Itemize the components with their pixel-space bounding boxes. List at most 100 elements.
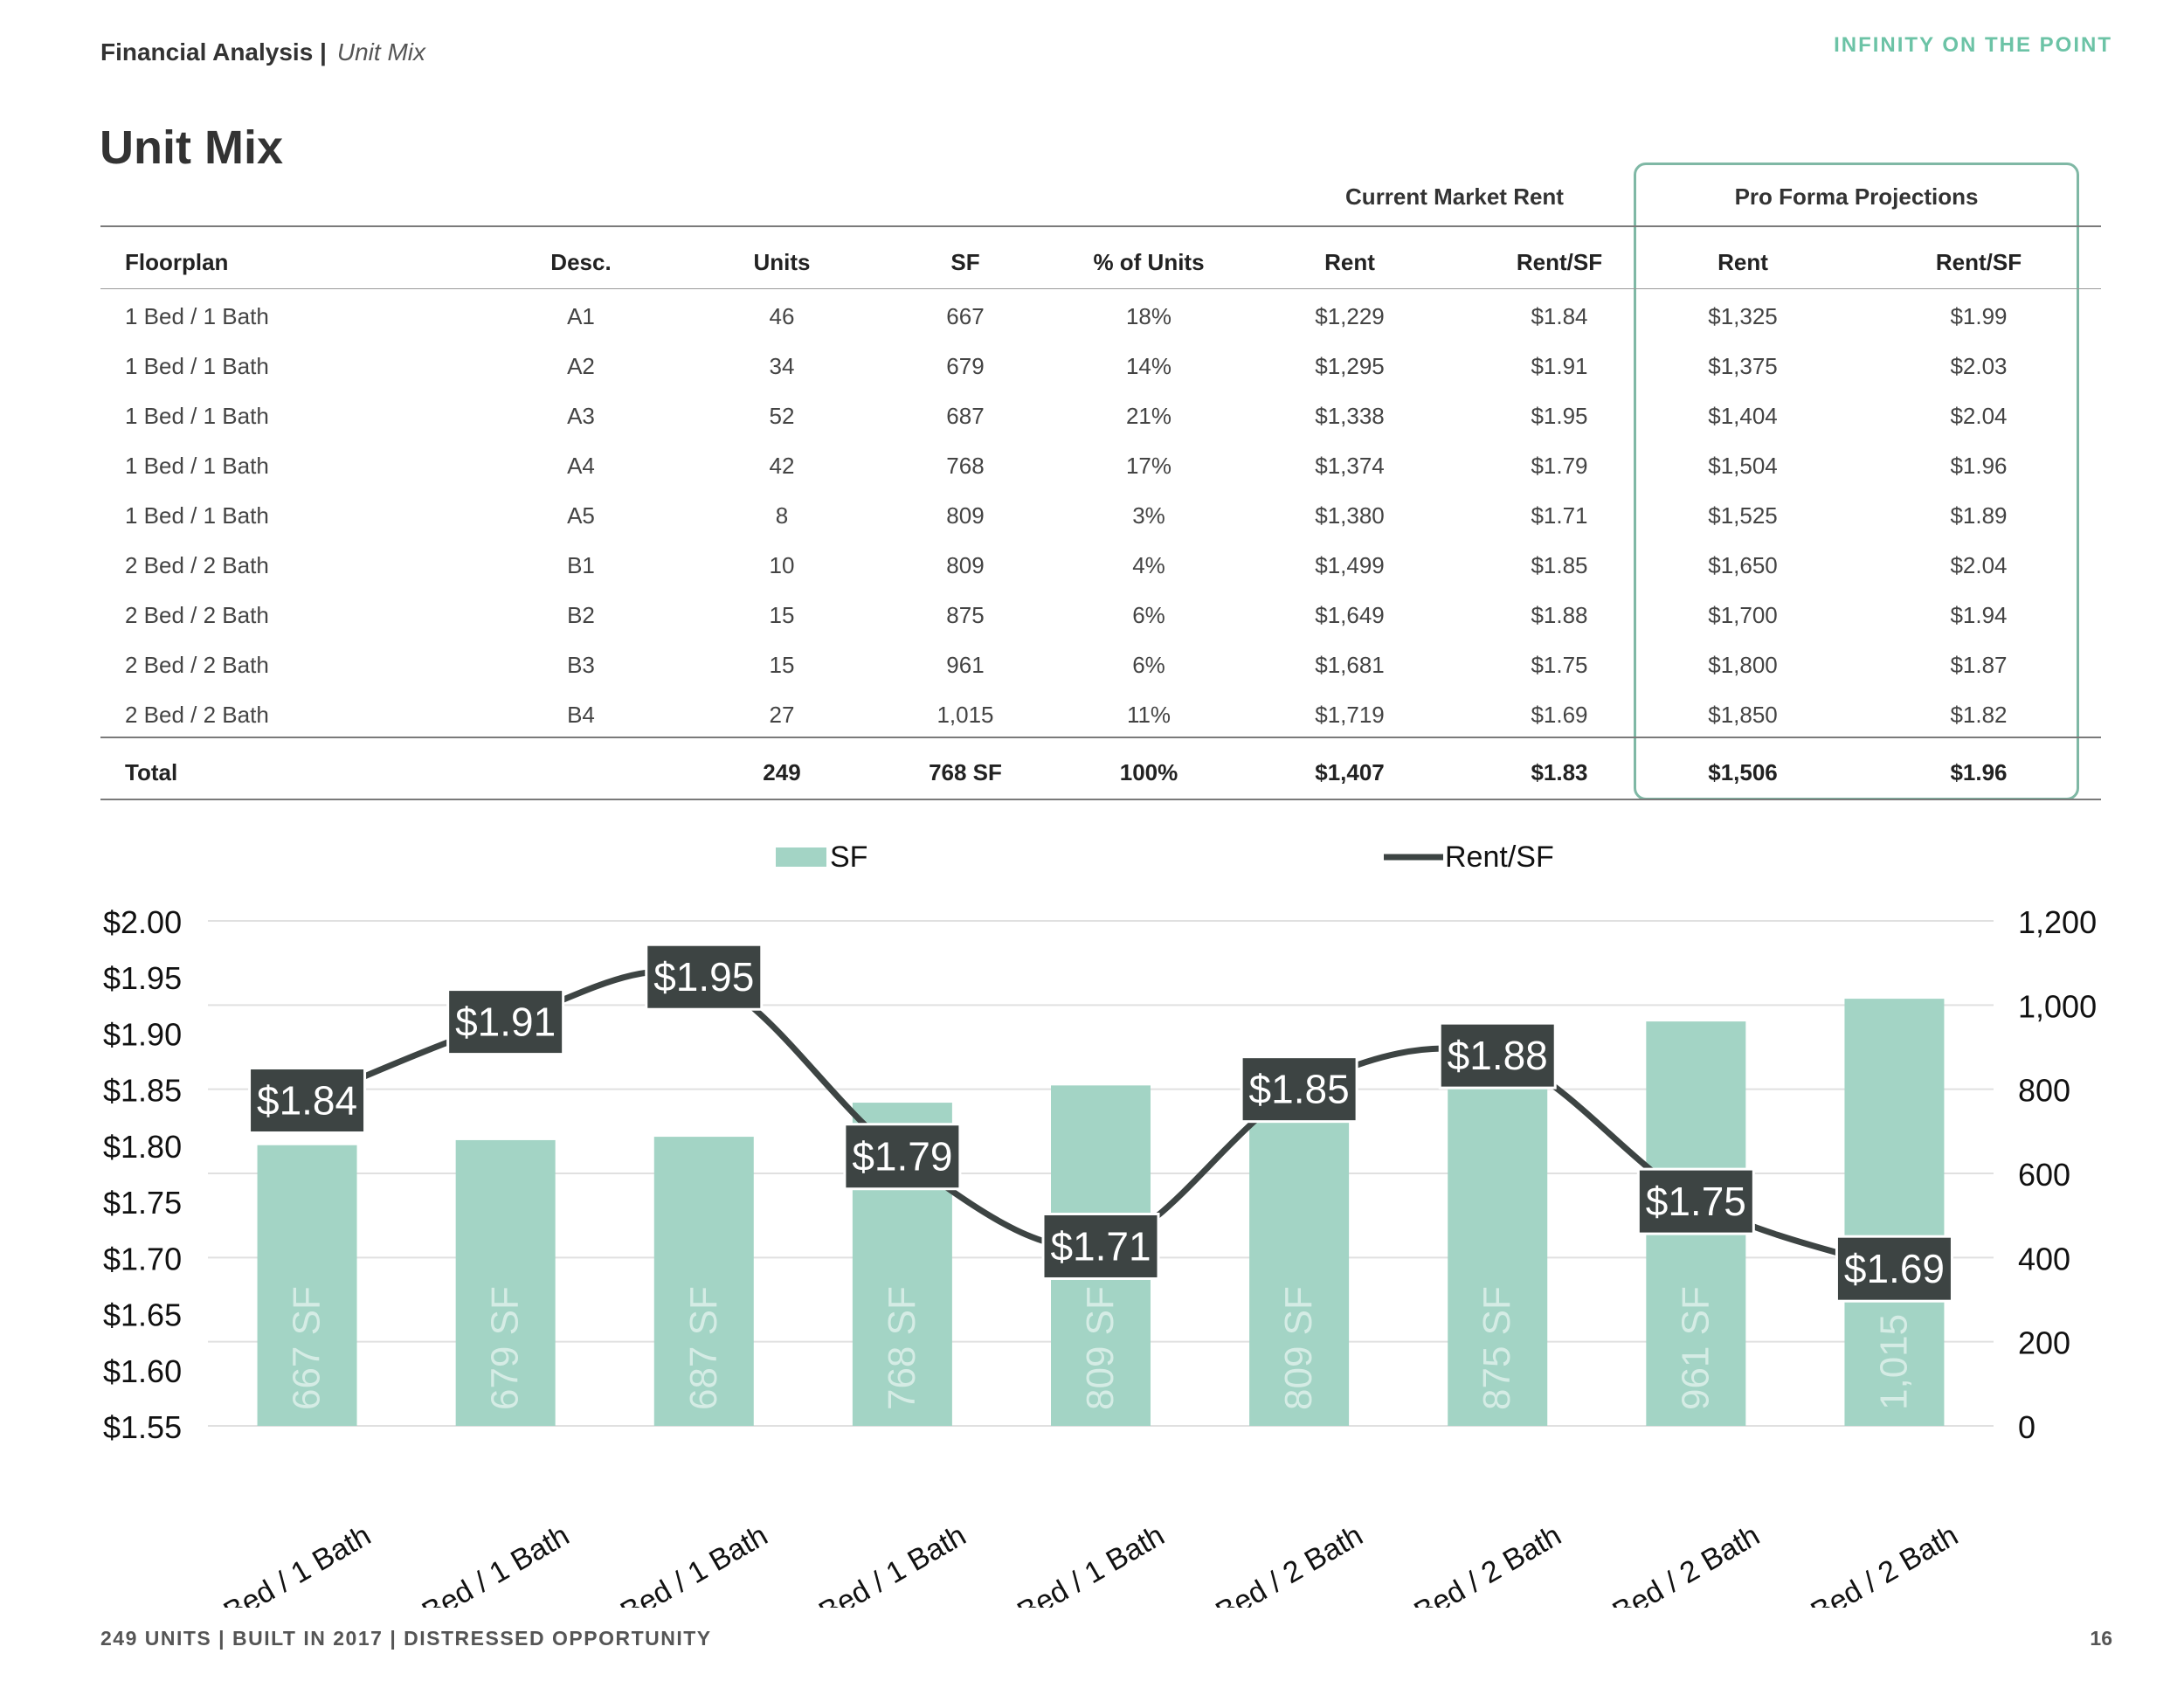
table-row: 1 Bed / 1 Bath A1 46 667 18% $1,229 $1.84 $1,32… <box>100 292 2101 342</box>
cell-floorplan: 2 Bed / 2 Bath <box>125 552 269 578</box>
cell-pf-rent-sf: $1.82 <box>1950 702 2008 728</box>
cell-desc: A3 <box>567 403 595 429</box>
cell-desc: A2 <box>567 353 595 379</box>
cell-rent-sf: $1.88 <box>1531 602 1588 628</box>
cell-pct-units: 100% <box>1119 759 1178 785</box>
table-total-row: Total 249 768 SF 100% $1,407 $1.83 $1,506 $1.96 <box>100 748 2101 798</box>
cell-pf-rent: $1,525 <box>1708 502 1778 529</box>
brand-name: INFINITY ON THE POINT <box>1834 33 2112 57</box>
cell-rent: $1,499 <box>1315 552 1385 578</box>
cell-rent: $1,295 <box>1315 353 1385 379</box>
x-category-label: 2 Bed / 2 Bath <box>1189 1519 1369 1608</box>
cell-sf: 679 <box>946 353 985 379</box>
cell-rent-sf: $1.71 <box>1531 502 1588 529</box>
table-row: 2 Bed / 2 Bath B1 10 809 4% $1,499 $1.85 $1,650… <box>100 541 2101 591</box>
cell-desc: A5 <box>567 502 595 529</box>
cell-pf-rent-sf: $1.96 <box>1950 759 2008 785</box>
cell-pct-units: 11% <box>1126 702 1171 728</box>
cell-floorplan: Floorplan <box>125 249 229 275</box>
x-category-label: 1 Bed / 1 Bath <box>792 1519 972 1608</box>
group-header-pro-forma: Pro Forma Projections <box>1734 183 1979 210</box>
x-category-label: 1 Bed / 1 Bath <box>395 1519 575 1608</box>
cell-units: 42 <box>769 453 795 479</box>
cell-sf: 768 <box>946 453 985 479</box>
total-rule-bottom <box>100 799 2101 800</box>
cell-pf-rent-sf: $2.04 <box>1950 552 2008 578</box>
cell-units: Units <box>753 249 811 275</box>
cell-floorplan: 1 Bed / 1 Bath <box>125 453 269 479</box>
y-left-tick-label: $1.60 <box>103 1353 182 1389</box>
cell-floorplan: Total <box>125 759 178 785</box>
rent-sf-data-label-box <box>1835 1235 1953 1303</box>
rent-sf-data-label-box <box>843 1123 962 1191</box>
cell-desc: A4 <box>567 453 595 479</box>
cell-desc: B1 <box>567 552 595 578</box>
cell-rent-sf: $1.69 <box>1531 702 1588 728</box>
cell-rent-sf: $1.84 <box>1531 303 1588 329</box>
cell-pct-units: 6% <box>1132 602 1165 628</box>
rent-sf-data-label: $1.95 <box>653 954 754 1000</box>
rent-sf-data-label: $1.79 <box>852 1134 952 1180</box>
cell-pf-rent-sf: $1.99 <box>1950 303 2008 329</box>
cell-pf-rent-sf: Rent/SF <box>1935 249 2022 275</box>
y-right-tick-label: 400 <box>2018 1241 2070 1276</box>
cell-floorplan: 2 Bed / 2 Bath <box>125 602 269 628</box>
x-category-label: 1 Bed / 1 Bath <box>593 1519 773 1608</box>
cell-units: 249 <box>763 759 801 785</box>
x-category-label: 2 Bed / 2 Bath <box>1387 1519 1567 1608</box>
cell-rent: $1,374 <box>1315 453 1385 479</box>
cell-desc: B3 <box>567 652 595 678</box>
y-right-tick-label: 600 <box>2018 1157 2070 1193</box>
y-left-tick-label: $1.75 <box>103 1185 182 1221</box>
cell-pf-rent: $1,506 <box>1708 759 1778 785</box>
cell-sf: 667 <box>946 303 985 329</box>
cell-desc: A1 <box>567 303 595 329</box>
y-left-tick-label: $1.55 <box>103 1409 182 1445</box>
cell-units: 15 <box>769 602 795 628</box>
cell-rent: $1,338 <box>1315 403 1385 429</box>
cell-units: 52 <box>769 403 795 429</box>
y-left-tick-label: $1.85 <box>103 1073 182 1109</box>
y-right-tick-label: 0 <box>2018 1409 2035 1445</box>
cell-rent: $1,380 <box>1315 502 1385 529</box>
header-section-title: Financial Analysis | <box>100 38 327 66</box>
rent-sf-data-label: $1.69 <box>1844 1246 1945 1291</box>
cell-pct-units: 4% <box>1132 552 1165 578</box>
sf-bar-label: 687 SF <box>682 1286 725 1410</box>
rent-sf-data-label-box <box>248 1067 367 1135</box>
cell-sf: 809 <box>946 502 985 529</box>
cell-units: 8 <box>775 502 789 529</box>
cell-units: 34 <box>769 353 795 379</box>
x-category-label: 1 Bed / 1 Bath <box>991 1519 1171 1608</box>
cell-pf-rent: $1,650 <box>1708 552 1778 578</box>
cell-pct-units: 6% <box>1132 652 1165 678</box>
cell-sf: 875 <box>946 602 985 628</box>
cell-sf: 687 <box>946 403 985 429</box>
y-right-tick-label: 200 <box>2018 1325 2070 1361</box>
sf-bar-label: 809 SF <box>1277 1286 1320 1410</box>
y-left-tick-label: $1.95 <box>103 960 182 996</box>
cell-rent: $1,649 <box>1315 602 1385 628</box>
y-left-tick-label: $1.80 <box>103 1129 182 1165</box>
cell-pf-rent: $1,504 <box>1708 453 1778 479</box>
cell-pf-rent-sf: $1.87 <box>1950 652 2008 678</box>
rent-sf-data-label: $1.91 <box>455 1000 556 1045</box>
cell-floorplan: 2 Bed / 2 Bath <box>125 652 269 678</box>
cell-rent-sf: $1.91 <box>1531 353 1588 379</box>
table-row: 2 Bed / 2 Bath B2 15 875 6% $1,649 $1.88 $1,700… <box>100 591 2101 640</box>
cell-pct-units: 21% <box>1125 403 1172 429</box>
cell-desc: B2 <box>567 602 595 628</box>
sf-bar <box>1448 1057 1548 1426</box>
cell-rent-sf: $1.75 <box>1531 652 1588 678</box>
page-title: Unit Mix <box>100 121 283 174</box>
y-right-tick-label: 1,200 <box>2018 904 2097 940</box>
x-category-label: 2 Bed / 2 Bath <box>1586 1519 1766 1608</box>
unit-mix-chart: 1,200 1,000 800 600 400 200 0 $2.00 $1.95 $1.90 $1… <box>0 821 2184 1608</box>
cell-units: 46 <box>769 303 795 329</box>
sf-bar-label: 875 SF <box>1476 1286 1518 1410</box>
cell-units: 15 <box>769 652 795 678</box>
x-category-label: 1 Bed / 1 Bath <box>197 1519 377 1608</box>
sf-bar-label: 809 SF <box>1079 1286 1122 1410</box>
cell-rent: Rent <box>1324 249 1375 275</box>
sf-bar <box>1249 1085 1350 1426</box>
